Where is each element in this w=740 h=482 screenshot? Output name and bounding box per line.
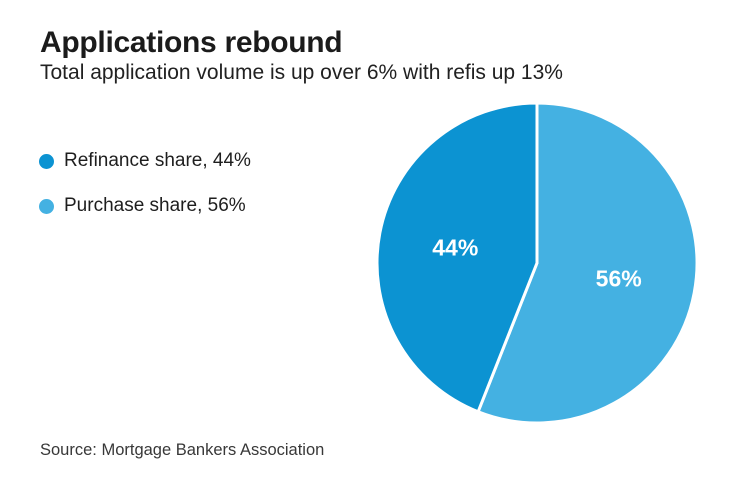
legend-item-purchase: Purchase share, 56% bbox=[39, 195, 251, 216]
pie-label-refinance-share: 44% bbox=[432, 234, 478, 260]
chart-subtitle: Total application volume is up over 6% w… bbox=[40, 61, 563, 84]
chart-title: Applications rebound bbox=[40, 26, 343, 59]
pie-slice-refinance-share bbox=[375, 101, 539, 414]
legend-label-refinance: Refinance share, 44% bbox=[64, 150, 251, 171]
legend-swatch-refinance bbox=[39, 153, 54, 169]
pie-slice-purchase-share bbox=[476, 101, 699, 425]
legend-item-refinance: Refinance share, 44% bbox=[39, 150, 251, 171]
pie-label-purchase-share: 56% bbox=[596, 266, 642, 292]
legend: Refinance share, 44% Purchase share, 56% bbox=[39, 150, 251, 241]
legend-label-purchase: Purchase share, 56% bbox=[64, 195, 246, 216]
legend-swatch-purchase bbox=[39, 198, 54, 214]
pie-chart: 56% 44% bbox=[375, 101, 699, 425]
source-note: Source: Mortgage Bankers Association bbox=[40, 441, 325, 459]
